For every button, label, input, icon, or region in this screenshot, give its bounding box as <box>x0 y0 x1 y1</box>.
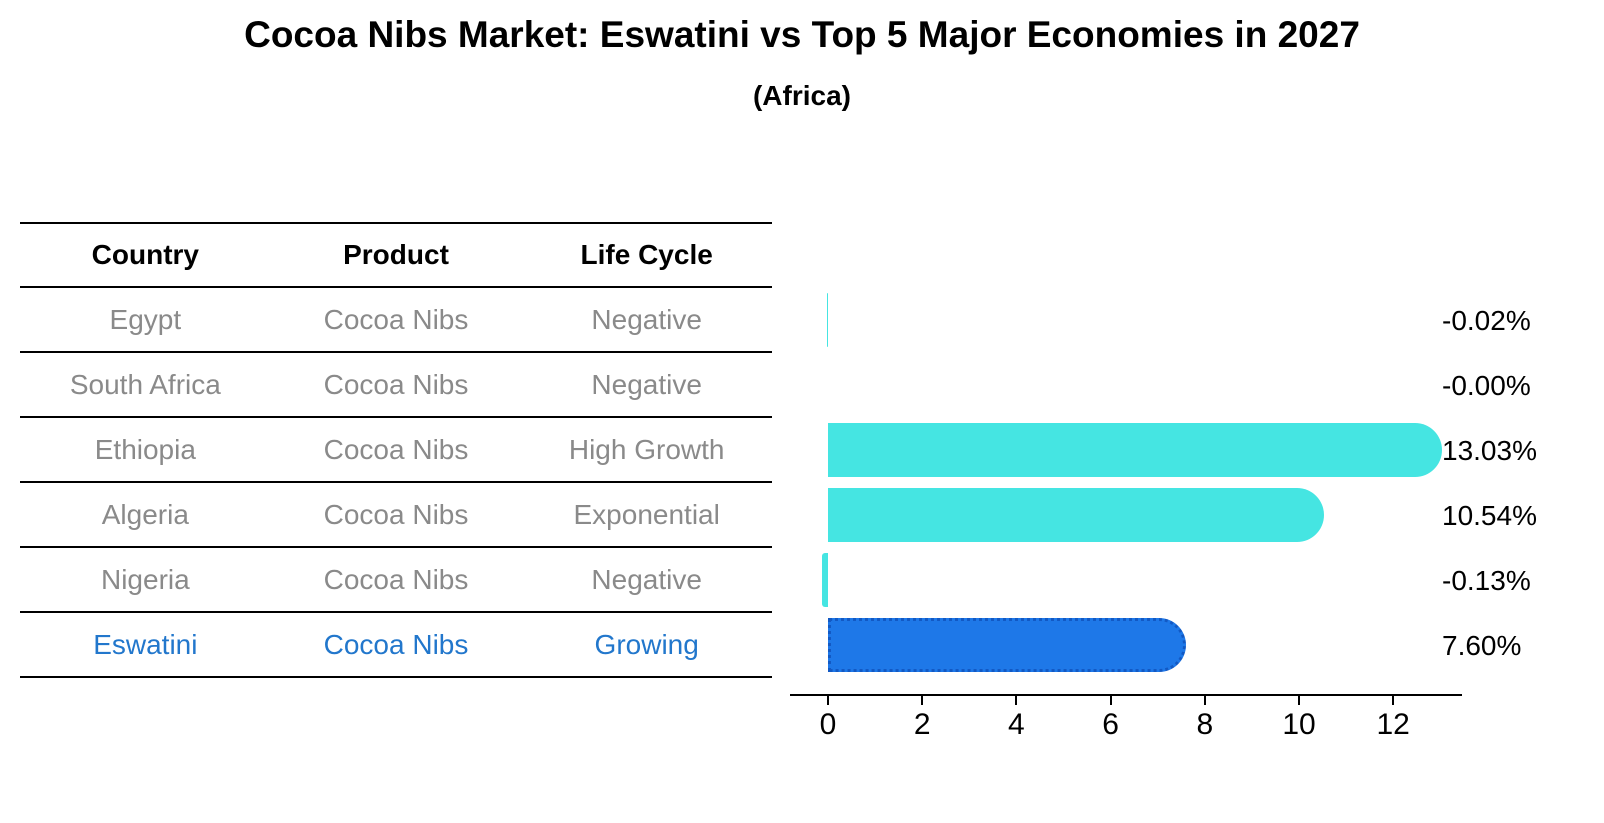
x-tick-label: 2 <box>913 708 931 741</box>
country-cell: Eswatini <box>93 628 198 660</box>
bar-ethiopia <box>828 423 1442 477</box>
table-row-eswatini: Eswatini Cocoa Nibs Growing <box>20 613 772 678</box>
x-tick-label: 0 <box>819 708 837 741</box>
product-cell: Cocoa Nibs <box>323 303 469 335</box>
chart-row-eswatini: 7.60% <box>790 613 1604 678</box>
chart-row-algeria: 10.54% <box>790 483 1604 548</box>
value-label-egypt: -0.02% <box>1442 304 1531 336</box>
value-label-ethiopia: 13.03% <box>1442 434 1537 466</box>
product-cell: Cocoa Nibs <box>323 433 469 465</box>
value-label-nigeria: -0.13% <box>1442 564 1531 596</box>
bar-algeria <box>828 488 1325 542</box>
table-header-row: Country Product Life Cycle <box>20 222 772 288</box>
chart-row-ethiopia: 13.03% <box>790 418 1604 483</box>
chart-row-nigeria: -0.13% <box>790 548 1604 613</box>
product-cell: Cocoa Nibs <box>323 498 469 530</box>
country-cell: Algeria <box>101 498 189 530</box>
country-cell: Ethiopia <box>94 433 196 465</box>
x-tick-label: 10 <box>1282 708 1316 741</box>
x-axis-tick <box>1015 696 1018 705</box>
country-cell: Nigeria <box>100 563 190 595</box>
x-axis-tick <box>827 696 829 705</box>
x-tick-label: 8 <box>1196 708 1214 741</box>
x-axis-tick <box>921 696 924 705</box>
x-axis-tick <box>1109 696 1112 705</box>
x-tick-label: 6 <box>1102 708 1119 741</box>
product-cell: Cocoa Nibs <box>323 563 469 595</box>
life-cycle-cell: Negative <box>591 368 702 400</box>
chart-title: Cocoa Nibs Market: Eswatini vs Top 5 Maj… <box>244 14 1360 55</box>
table-row-nigeria: Nigeria Cocoa Nibs Negative <box>20 548 772 613</box>
x-axis-line <box>790 694 1462 696</box>
x-axis-tick <box>1298 696 1300 705</box>
table-row-egypt: Egypt Cocoa Nibs Negative <box>20 288 772 353</box>
x-axis-ticks: 0 2 4 6 8 10 12 <box>790 694 1462 754</box>
product-cell: Cocoa Nibs <box>323 368 469 400</box>
life-cycle-cell: Growing <box>594 628 699 660</box>
country-info-table: Country Product Life Cycle Egypt Cocoa N… <box>20 222 772 678</box>
table-row-algeria: Algeria Cocoa Nibs Exponential <box>20 483 772 548</box>
table-row-ethiopia: Ethiopia Cocoa Nibs High Growth <box>20 418 772 483</box>
life-cycle-cell: High Growth <box>568 433 725 465</box>
value-label-south-africa: -0.00% <box>1442 369 1531 401</box>
bar-egypt <box>827 293 828 347</box>
chart-subtitle: (Africa) <box>752 80 851 111</box>
country-cell: Egypt <box>109 303 182 335</box>
chart-row-egypt: -0.02% <box>790 288 1604 353</box>
life-cycle-cell: Negative <box>591 303 702 335</box>
x-tick-label: 4 <box>1008 708 1025 741</box>
table-row-south-africa: South Africa Cocoa Nibs Negative <box>20 353 772 418</box>
life-cycle-cell: Exponential <box>573 498 720 530</box>
bar-eswatini <box>828 618 1186 672</box>
country-cell: South Africa <box>69 368 221 400</box>
product-cell: Cocoa Nibs <box>323 628 469 660</box>
column-header-product: Product <box>343 239 449 270</box>
life-cycle-cell: Negative <box>591 563 702 595</box>
chart-row-south-africa: -0.00% <box>790 353 1604 418</box>
column-header-life-cycle: Life Cycle <box>580 239 713 270</box>
x-axis-tick <box>1392 696 1395 705</box>
x-axis-tick <box>1203 696 1206 705</box>
bar-nigeria <box>821 553 828 607</box>
column-header-country: Country <box>91 239 199 270</box>
value-label-eswatini: 7.60% <box>1442 629 1522 661</box>
x-tick-label: 12 <box>1376 708 1410 741</box>
value-label-algeria: 10.54% <box>1442 499 1537 531</box>
